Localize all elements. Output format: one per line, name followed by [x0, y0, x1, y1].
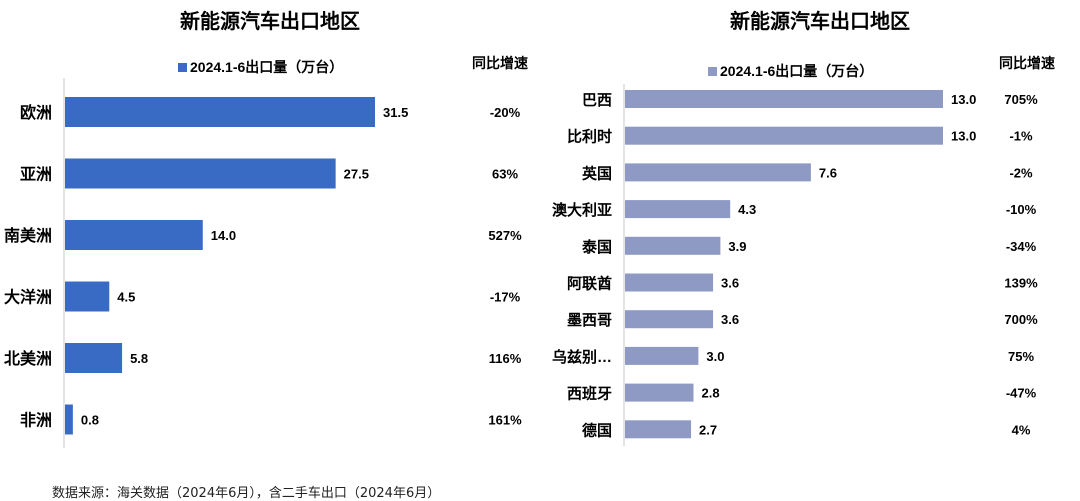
chart2-legend-swatch — [708, 67, 717, 76]
chart2-category-label: 墨西哥 — [567, 312, 612, 329]
source-note: 数据来源：海关数据（2024年6月），含二手车出口（2024年6月） — [52, 486, 441, 501]
chart2-bar — [625, 163, 811, 182]
chart1-bar — [65, 97, 375, 127]
chart1-bar — [65, 281, 110, 312]
chart2-growth-label: 700% — [1004, 312, 1038, 327]
chart2-value-label: 3.6 — [721, 312, 739, 327]
chart1-bar — [65, 158, 336, 189]
chart2-bar — [625, 310, 714, 329]
chart1-category-label: 南美洲 — [4, 226, 52, 245]
chart2-category-label: 英国 — [582, 164, 612, 182]
chart2-value-label: 3.6 — [721, 276, 739, 291]
chart1-growth-label: 527% — [488, 228, 522, 243]
chart2-value-label: 4.3 — [738, 202, 756, 217]
chart2-value-label: 3.0 — [706, 349, 724, 364]
chart1-growth-header: 同比增速 — [472, 55, 528, 71]
chart1-bar — [65, 404, 73, 435]
chart1-category-label: 大洋洲 — [4, 288, 52, 307]
chart1-category-label: 北美洲 — [4, 349, 52, 368]
chart2-category-label: 西班牙 — [567, 385, 612, 403]
chart2-legend-label: 2024.1-6出口量（万台） — [720, 63, 873, 79]
chart1-title: 新能源汽车出口地区 — [180, 9, 360, 33]
chart1-value-label: 31.5 — [383, 105, 408, 120]
chart1-value-label: 14.0 — [211, 228, 236, 243]
chart1-legend-swatch — [178, 63, 187, 72]
chart2-bar — [625, 346, 699, 365]
chart2-value-label: 7.6 — [819, 165, 837, 180]
chart2-category-label: 澳大利亚 — [552, 201, 612, 219]
chart2-bar — [625, 273, 714, 292]
chart2-value-label: 2.8 — [701, 386, 719, 401]
chart1-category-label: 非洲 — [20, 411, 52, 430]
chart1-category-label: 亚洲 — [20, 166, 52, 184]
chart2-growth-label: -2% — [1009, 165, 1033, 180]
chart1-growth-label: -17% — [490, 290, 521, 305]
chart2-growth-label: -1% — [1009, 129, 1033, 144]
chart1-category-label: 欧洲 — [20, 103, 52, 122]
chart2-growth-label: -34% — [1006, 239, 1037, 254]
chart1-growth-label: 63% — [492, 167, 518, 182]
chart2-category-label: 泰国 — [581, 238, 612, 256]
chart2-value-label: 13.0 — [951, 92, 976, 107]
chart2-growth-label: 75% — [1008, 349, 1034, 364]
chart2-category-label: 巴西 — [582, 92, 612, 109]
chart2-category-label: 比利时 — [567, 128, 612, 146]
chart2-growth-label: 705% — [1004, 92, 1038, 107]
chart2-growth-header: 同比增速 — [999, 55, 1055, 71]
chart1-legend-label: 2024.1-6出口量（万台） — [190, 59, 343, 75]
chart2-growth-label: 139% — [1004, 276, 1038, 291]
chart1-value-label: 27.5 — [344, 167, 369, 182]
chart2-bar — [625, 90, 943, 108]
chart1-bar — [65, 343, 123, 373]
chart2-bar — [625, 383, 694, 402]
chart1-value-label: 0.8 — [81, 413, 99, 428]
chart2-category-label: 乌兹别… — [552, 348, 612, 366]
chart2-bar — [625, 420, 692, 439]
chart2-title: 新能源汽车出口地区 — [730, 9, 910, 33]
chart1-value-label: 4.5 — [117, 290, 135, 305]
chart2-growth-label: 4% — [1012, 422, 1031, 437]
chart1-growth-label: -20% — [490, 105, 521, 120]
chart2-category-label: 阿联酋 — [567, 275, 612, 293]
chart2-value-label: 2.7 — [699, 422, 717, 437]
chart1-growth-label: 116% — [489, 351, 522, 366]
chart1-growth-label: 161% — [488, 413, 522, 428]
chart1-value-label: 5.8 — [130, 351, 148, 366]
chart2-bar — [625, 126, 943, 145]
chart2-bar — [625, 236, 721, 255]
chart2-bar — [625, 200, 731, 219]
chart2-value-label: 3.9 — [728, 239, 746, 254]
chart2-growth-label: -10% — [1006, 202, 1037, 217]
chart2-growth-label: -47% — [1006, 386, 1037, 401]
chart1-bar — [65, 220, 203, 250]
chart2-value-label: 13.0 — [951, 129, 976, 144]
chart2-category-label: 德国 — [582, 421, 612, 439]
